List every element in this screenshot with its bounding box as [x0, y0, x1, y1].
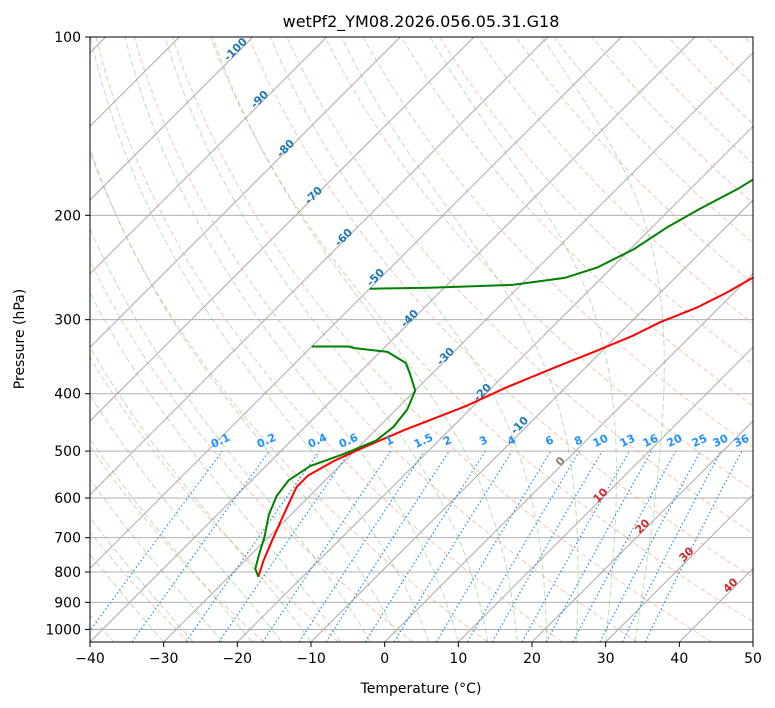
isotherm-line [90, 37, 549, 496]
mixing-ratio-line [185, 450, 320, 642]
mixing-ratio-line [545, 450, 653, 642]
isotherm-line [90, 37, 254, 201]
moist-adiabat-line [90, 437, 253, 642]
dry-adiabat-line [210, 37, 753, 623]
moist-adiabat-line [90, 553, 165, 642]
mixing-ratio-line [90, 450, 223, 632]
x-tick-label: 40 [670, 651, 688, 667]
mixing-ratio-label: 25 [690, 432, 709, 450]
isotherm-line [90, 37, 328, 275]
plot-frame [89, 36, 754, 643]
moist-adiabat-line [429, 37, 617, 642]
grid-layer [90, 37, 753, 642]
plot-area [90, 37, 753, 642]
x-tick-label: −30 [149, 651, 179, 667]
x-tick-label: 50 [744, 651, 762, 667]
moist-adiabat-line [90, 478, 223, 642]
mixing-ratio-label: 13 [618, 432, 637, 450]
x-tick-label: 0 [380, 651, 389, 667]
temperature-profile-line [257, 276, 753, 578]
mixing-ratio-line [262, 450, 392, 642]
data-layer [254, 178, 753, 578]
isotherm-line [90, 37, 696, 642]
mixing-ratio-line [393, 450, 513, 642]
dry-adiabat-line [400, 37, 753, 407]
mixing-ratio-line [298, 450, 425, 642]
x-tick-label: −40 [75, 651, 105, 667]
y-tick-label: 700 [54, 531, 81, 547]
mixing-ratio-label: 30 [711, 432, 731, 450]
dry-adiabat-line [438, 37, 753, 366]
moist-adiabat-line [90, 516, 194, 642]
moist-adiabat-line [90, 346, 312, 642]
dry-adiabat-line [133, 37, 638, 642]
dry-adiabat-line [90, 356, 339, 642]
x-tick-label: −20 [223, 651, 253, 667]
mixing-ratio-line [521, 450, 631, 642]
isotherm-line [90, 37, 622, 570]
isotherm-line [605, 493, 753, 642]
x-tick-label: −10 [296, 651, 326, 667]
y-tick-label: 900 [54, 595, 81, 611]
moist-adiabat-line [90, 227, 371, 642]
mixing-ratio-label: 10 [591, 432, 611, 450]
dry-adiabat-line [90, 150, 488, 642]
moist-adiabat-line [90, 147, 400, 642]
isotherm-line [236, 125, 753, 642]
dry-adiabat-line [95, 37, 563, 642]
x-axis-label: Temperature (°C) [360, 681, 482, 697]
mixing-ratio-line [644, 450, 743, 642]
moist-adiabat-line [212, 37, 518, 642]
isotherm-line [163, 51, 753, 642]
axis-ticks: −40 −30 −20 −10 0 10 20 30 40 50 100 200 300 400 500 60… [45, 30, 762, 667]
dewpoint-profile-line [254, 345, 417, 578]
moist-adiabat-line [90, 37, 430, 642]
dry-adiabat-line [248, 37, 753, 578]
y-axis-label: Pressure (hPa) [12, 289, 28, 389]
mixing-ratio-line [131, 450, 270, 642]
isotherm-line [457, 346, 753, 642]
y-tick-label: 200 [54, 208, 81, 224]
y-tick-label: 400 [54, 387, 81, 403]
moist-adiabat-line [164, 37, 489, 642]
mixing-ratio-label: 20 [665, 432, 685, 450]
x-tick-label: 20 [523, 651, 541, 667]
moist-adiabat-line [340, 37, 579, 642]
y-tick-label: 1000 [45, 622, 81, 638]
y-tick-label: 600 [54, 491, 81, 507]
isotherm-line [531, 420, 753, 642]
y-tick-label: 300 [54, 313, 81, 329]
isotherm-line [384, 272, 753, 642]
y-tick-label: 500 [54, 444, 81, 460]
isotherm-line [90, 37, 475, 422]
dry-adiabat-line [90, 531, 190, 642]
isotherm-line [90, 37, 401, 349]
mixing-ratio-line [572, 450, 677, 642]
mixing-ratio-label: 16 [641, 432, 661, 450]
dry-adiabat-line [171, 37, 712, 642]
moist-adiabat-line [90, 394, 282, 642]
chart-title: wetPf2_YM08.2026.056.05.31.G18 [283, 12, 560, 32]
mixing-ratio-line [325, 450, 450, 642]
moist-adiabat-line [124, 37, 459, 642]
x-tick-label: 10 [449, 651, 467, 667]
mixing-ratio-label: 36 [732, 432, 752, 450]
dry-adiabat-line [324, 37, 753, 491]
dry-adiabat-line [90, 259, 414, 642]
mixing-ratio-line [218, 450, 351, 642]
x-tick-label: 30 [597, 651, 615, 667]
y-tick-label: 800 [54, 565, 81, 581]
y-tick-label: 100 [54, 30, 81, 46]
dry-adiabat-line [515, 37, 753, 284]
dewpoint_upper-profile-line [369, 178, 753, 290]
dry-adiabat-line [90, 445, 264, 642]
